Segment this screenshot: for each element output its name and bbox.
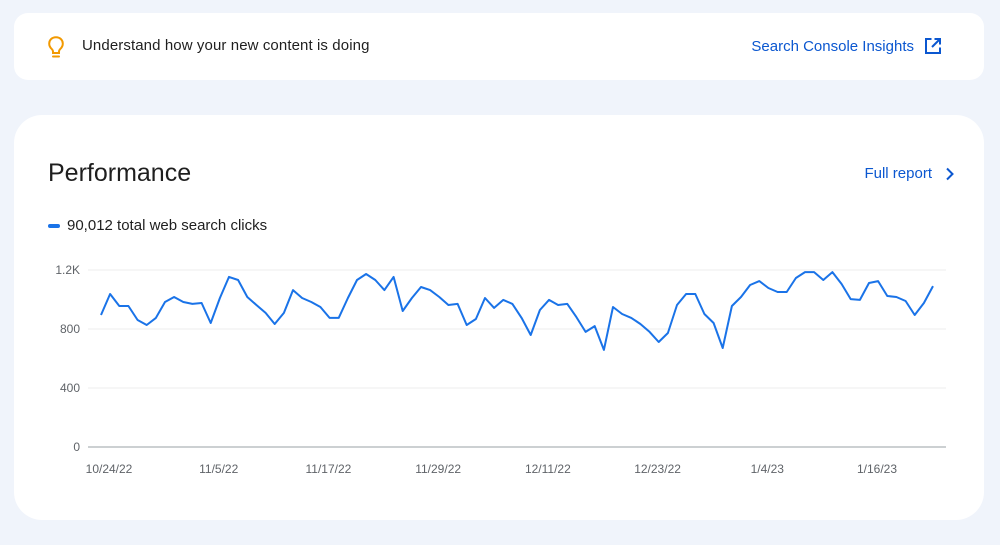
x-tick-label: 12/23/22 (634, 462, 681, 476)
legend-label: 90,012 total web search clicks (67, 217, 268, 234)
search-console-insights-label: Search Console Insights (751, 37, 914, 55)
search-console-insights-link[interactable]: Search Console Insights (751, 37, 942, 55)
clicks-series-line (100, 271, 934, 351)
full-report-label: Full report (864, 165, 932, 182)
y-tick-label: 400 (60, 381, 80, 395)
chart-legend: 90,012 total web search clicks (48, 217, 267, 234)
x-tick-label: 11/17/22 (306, 462, 352, 476)
legend-swatch (48, 223, 60, 228)
x-tick-label: 1/16/23 (857, 462, 897, 476)
y-tick-label: 800 (60, 322, 80, 336)
lightbulb-icon (48, 36, 64, 58)
insight-text: Understand how your new content is doing (82, 37, 370, 54)
x-tick-label: 12/11/22 (525, 462, 571, 476)
x-tick-label: 1/4/23 (751, 462, 785, 476)
y-tick-label: 0 (73, 440, 80, 454)
insight-banner: Understand how your new content is doing… (14, 13, 984, 80)
y-tick-label: 1.2K (55, 263, 80, 277)
external-link-icon (925, 38, 941, 54)
x-tick-label: 10/24/22 (86, 462, 133, 476)
x-tick-label: 11/5/22 (199, 462, 238, 476)
x-tick-label: 11/29/22 (415, 462, 461, 476)
performance-title: Performance (48, 159, 192, 187)
chevron-right-icon (946, 167, 954, 180)
full-report-link[interactable]: Full report (864, 165, 956, 182)
